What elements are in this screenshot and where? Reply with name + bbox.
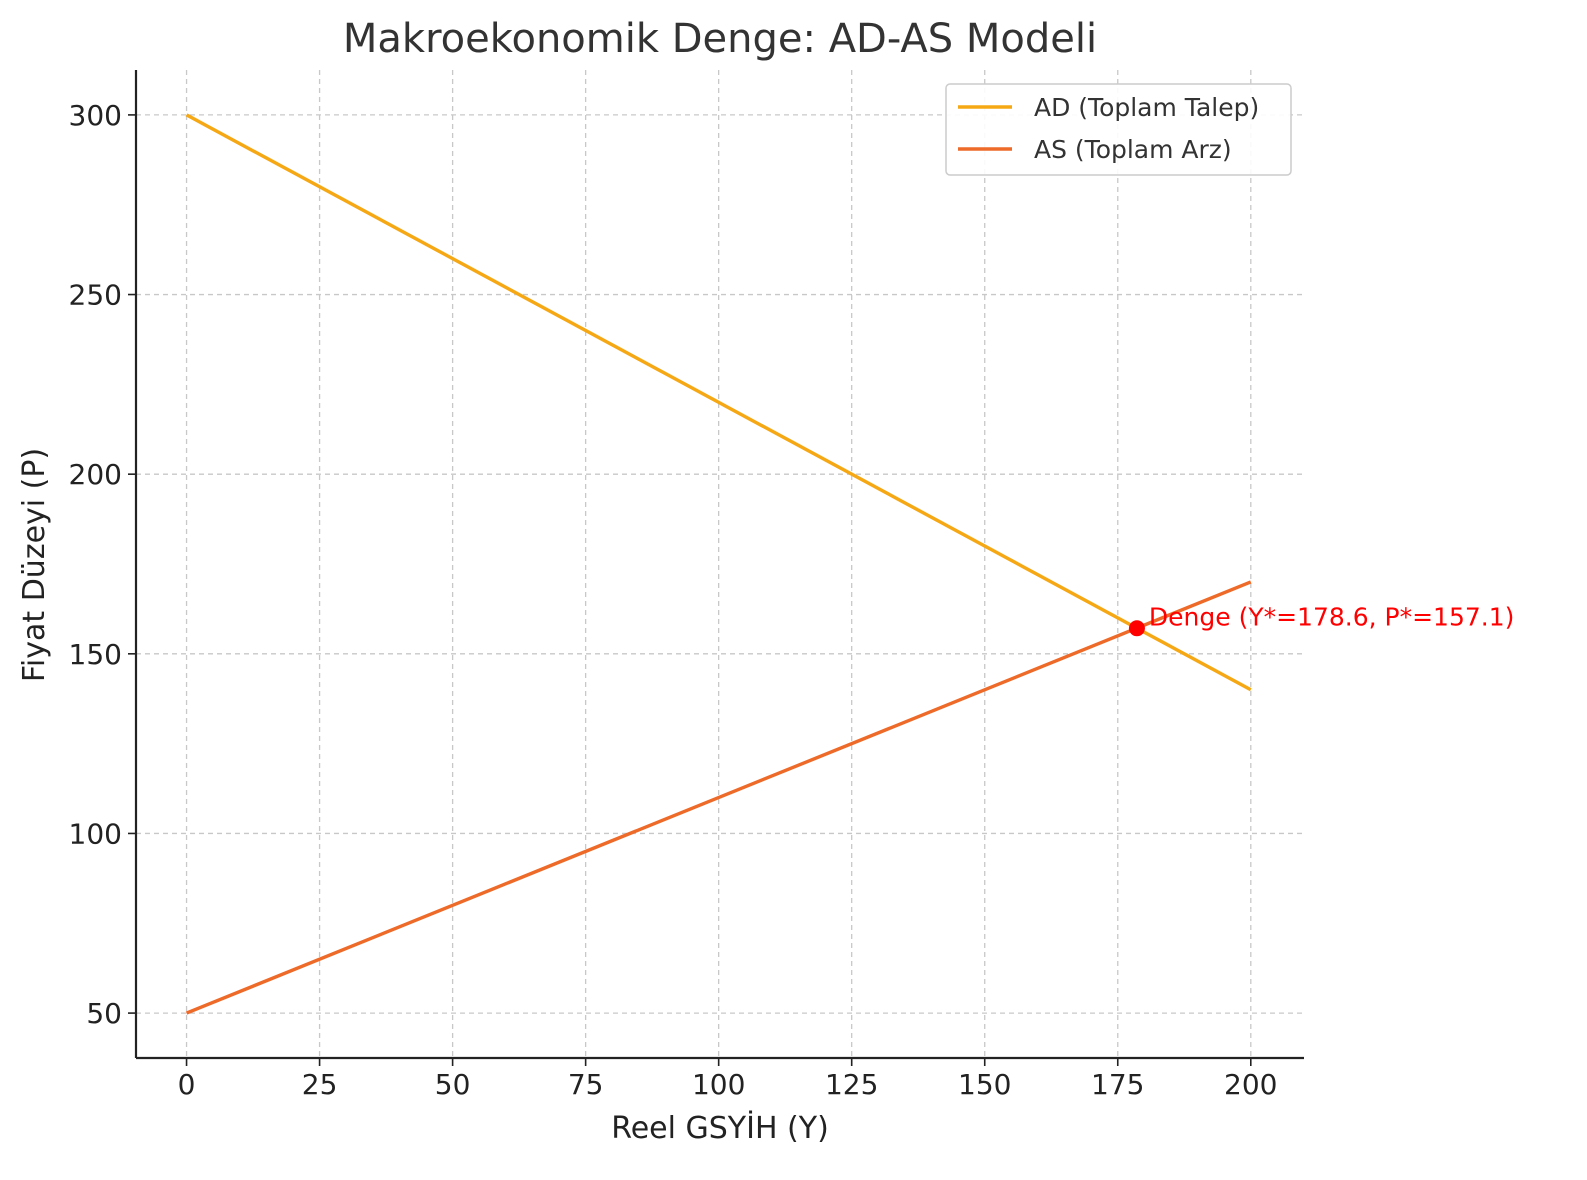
x-tick-label: 0 <box>178 1068 196 1101</box>
y-ticks: 50 100 150 200 250 300 <box>69 99 136 1030</box>
x-tick-label: 125 <box>825 1068 878 1101</box>
y-axis-label: Fiyat Düzeyi (P) <box>17 448 52 682</box>
x-tick-label: 25 <box>302 1068 338 1101</box>
equilibrium-label: Denge (Y*=178.6, P*=157.1) <box>1149 602 1514 631</box>
axes <box>134 70 1304 1060</box>
x-tick-label: 150 <box>958 1068 1011 1101</box>
series-line-0 <box>185 113 1252 692</box>
x-tick-label: 175 <box>1091 1068 1144 1101</box>
y-tick-label: 250 <box>69 279 122 312</box>
x-axis-label: Reel GSYİH (Y) <box>611 1110 829 1146</box>
chart-title: Makroekonomik Denge: AD-AS Modeli <box>343 16 1097 62</box>
annotations: Denge (Y*=178.6, P*=157.1) <box>1128 602 1514 637</box>
y-tick-label: 50 <box>86 997 122 1030</box>
legend-label-1: AS (Toplam Arz) <box>1034 135 1232 164</box>
legend-label-0: AD (Toplam Talep) <box>1034 93 1259 122</box>
x-tick-label: 50 <box>435 1068 471 1101</box>
x-tick-label: 200 <box>1224 1068 1277 1101</box>
legend-box <box>945 83 1292 176</box>
equilibrium-point <box>1128 620 1145 637</box>
x-ticks: 0 25 50 75 100 125 150 175 200 <box>178 1058 1278 1101</box>
y-tick-label: 100 <box>69 817 122 850</box>
x-tick-label: 75 <box>568 1068 604 1101</box>
grid <box>136 70 1304 1058</box>
series-lines <box>185 113 1252 1015</box>
legend: AD (Toplam Talep) AS (Toplam Arz) <box>945 83 1292 176</box>
y-tick-label: 150 <box>69 638 122 671</box>
series-line-1 <box>185 580 1252 1015</box>
x-tick-label: 100 <box>692 1068 745 1101</box>
y-tick-label: 200 <box>69 458 122 491</box>
y-tick-label: 300 <box>69 99 122 132</box>
